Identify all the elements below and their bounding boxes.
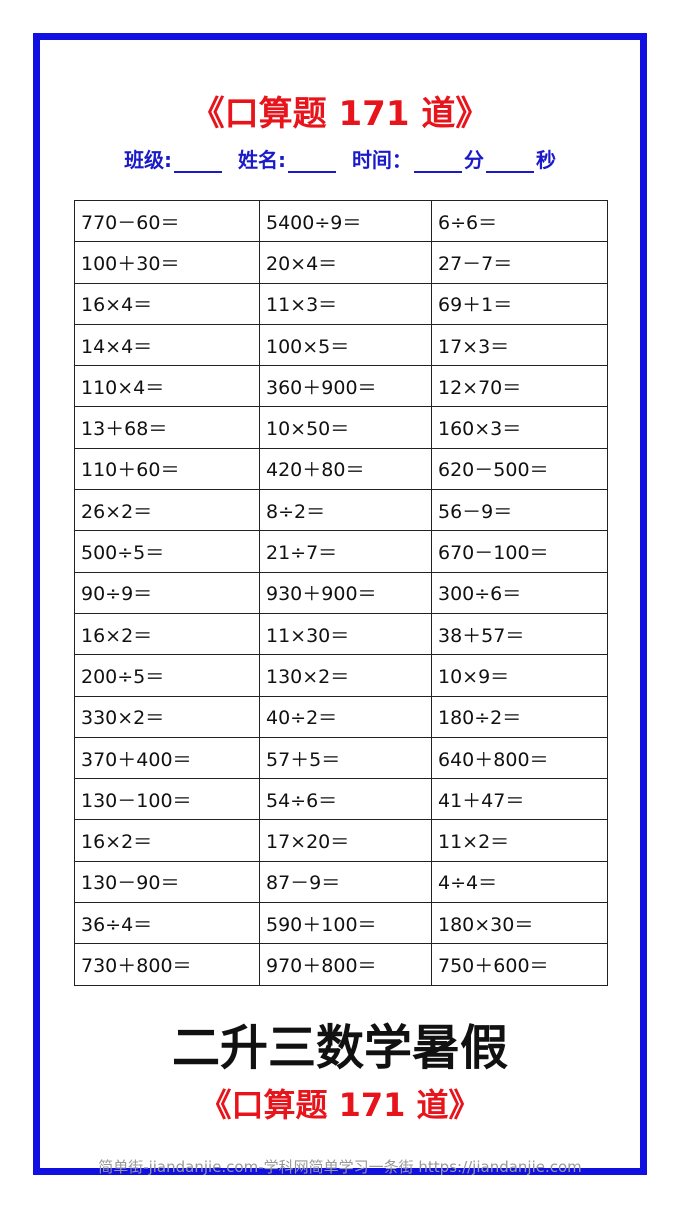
row: 330×2＝ 40÷2＝ 180÷2＝: [74, 695, 608, 738]
problem: 11×30＝: [259, 612, 432, 656]
problem: 130×2＝: [259, 654, 432, 697]
row: 130－90＝ 87－9＝ 4÷4＝: [74, 860, 608, 904]
problem: 110×4＝: [74, 365, 260, 408]
problem: 970＋800＝: [259, 943, 432, 986]
problem: 730＋800＝: [74, 943, 260, 986]
row: 14×4＝ 100×5＝ 17×3＝: [74, 323, 608, 367]
row: 500÷5＝ 21÷7＝ 670－100＝: [74, 530, 608, 573]
problem: 8÷2＝: [259, 489, 432, 532]
problem-table: 770－60＝ 5400÷9＝ 6÷6＝ 100＋30＝ 20×4＝ 27－7＝ 16×4＝…: [74, 199, 608, 986]
row: 90÷9＝ 930＋900＝ 300÷6＝: [74, 571, 608, 614]
problem: 640＋800＝: [431, 736, 608, 780]
problem: 87－9＝: [259, 860, 432, 904]
field-label: 秒: [535, 148, 556, 172]
blank: [413, 151, 462, 173]
problem: 17×20＝: [259, 819, 432, 862]
problem: 130－90＝: [74, 860, 260, 904]
problem: 40÷2＝: [259, 695, 432, 738]
problem: 20×4＝: [259, 241, 432, 284]
row: 26×2＝ 8÷2＝ 56－9＝: [74, 489, 608, 532]
problem: 26×2＝: [74, 489, 260, 532]
row: 16×4＝ 11×3＝ 69＋1＝: [74, 282, 608, 325]
fields: 班级: 姓名: 时间： 分 秒: [0, 144, 680, 173]
row: 13＋68＝ 10×50＝ 160×3＝: [74, 406, 608, 449]
problem: 770－60＝: [74, 199, 260, 243]
problem: 21÷7＝: [259, 530, 432, 573]
problem: 370＋400＝: [74, 736, 260, 780]
problem: 500÷5＝: [74, 530, 260, 573]
problem: 110＋60＝: [74, 447, 260, 491]
problem: 300÷6＝: [431, 571, 608, 614]
row: 100＋30＝ 20×4＝ 27－7＝: [74, 241, 608, 284]
problem: 100＋30＝: [74, 241, 260, 284]
problem: 180×30＝: [431, 902, 608, 945]
problem: 330×2＝: [74, 695, 260, 738]
problem: 16×4＝: [74, 282, 260, 325]
problem: 620－500＝: [431, 447, 608, 491]
problem: 16×2＝: [74, 819, 260, 862]
subheading: 《口算题 171 道》: [199, 1086, 481, 1124]
row: 36÷4＝ 590＋100＝ 180×30＝: [74, 902, 608, 945]
row: 130－100＝ 54÷6＝ 41＋47＝: [74, 778, 608, 821]
problem: 4÷4＝: [431, 860, 608, 904]
problem: 69＋1＝: [431, 282, 608, 325]
field-label: 姓名:: [238, 148, 286, 172]
problem: 420＋80＝: [259, 447, 432, 491]
problem: 17×3＝: [431, 323, 608, 367]
watermark: 简单街-jiandanjie.com-学科网简单学习一条街 https://ji…: [98, 1158, 582, 1176]
problem: 750＋600＝: [431, 943, 608, 986]
blank: [485, 151, 534, 173]
field-label: 时间：: [351, 148, 412, 172]
field-label: 班级:: [124, 148, 173, 172]
problem: 200÷5＝: [74, 654, 260, 697]
problem: 41＋47＝: [431, 778, 608, 821]
problem: 16×2＝: [74, 612, 260, 656]
row: 730＋800＝ 970＋800＝ 750＋600＝: [74, 943, 608, 986]
row: 110×4＝ 360＋900＝ 12×70＝: [74, 365, 608, 408]
problem: 57＋5＝: [259, 736, 432, 780]
problem: 160×3＝: [431, 406, 608, 449]
problem: 54÷6＝: [259, 778, 432, 821]
problem: 56－9＝: [431, 489, 608, 532]
title: 《口算题 171 道》: [190, 94, 490, 134]
problem: 670－100＝: [431, 530, 608, 573]
problem: 12×70＝: [431, 365, 608, 408]
heading: 二升三数学暑假: [171, 1020, 508, 1076]
problem: 13＋68＝: [74, 406, 260, 449]
problem: 5400÷9＝: [259, 199, 432, 243]
row: 770－60＝ 5400÷9＝ 6÷6＝: [74, 199, 608, 243]
blank: [288, 151, 336, 173]
problem: 360＋900＝: [259, 365, 432, 408]
problem: 130－100＝: [74, 778, 260, 821]
field-label: 分: [463, 148, 484, 172]
row: 110＋60＝ 420＋80＝ 620－500＝: [74, 447, 608, 491]
problem: 11×3＝: [259, 282, 432, 325]
problem: 590＋100＝: [259, 902, 432, 945]
problem: 27－7＝: [431, 241, 608, 284]
blank: [174, 151, 223, 173]
problem: 6÷6＝: [431, 199, 608, 243]
problem: 90÷9＝: [74, 571, 260, 614]
problem: 10×50＝: [259, 406, 432, 449]
problem: 930＋900＝: [259, 571, 432, 614]
problem: 36÷4＝: [74, 902, 260, 945]
problem: 100×5＝: [259, 323, 432, 367]
problem: 180÷2＝: [431, 695, 608, 738]
row: 16×2＝ 17×20＝ 11×2＝: [74, 819, 608, 862]
row: 16×2＝ 11×30＝ 38＋57＝: [74, 612, 608, 656]
border: [33, 33, 647, 1175]
problem: 38＋57＝: [431, 612, 608, 656]
row: 370＋400＝ 57＋5＝ 640＋800＝: [74, 736, 608, 780]
problem: 11×2＝: [431, 819, 608, 862]
problem: 14×4＝: [74, 323, 260, 367]
row: 200÷5＝ 130×2＝ 10×9＝: [74, 654, 608, 697]
problem: 10×9＝: [431, 654, 608, 697]
